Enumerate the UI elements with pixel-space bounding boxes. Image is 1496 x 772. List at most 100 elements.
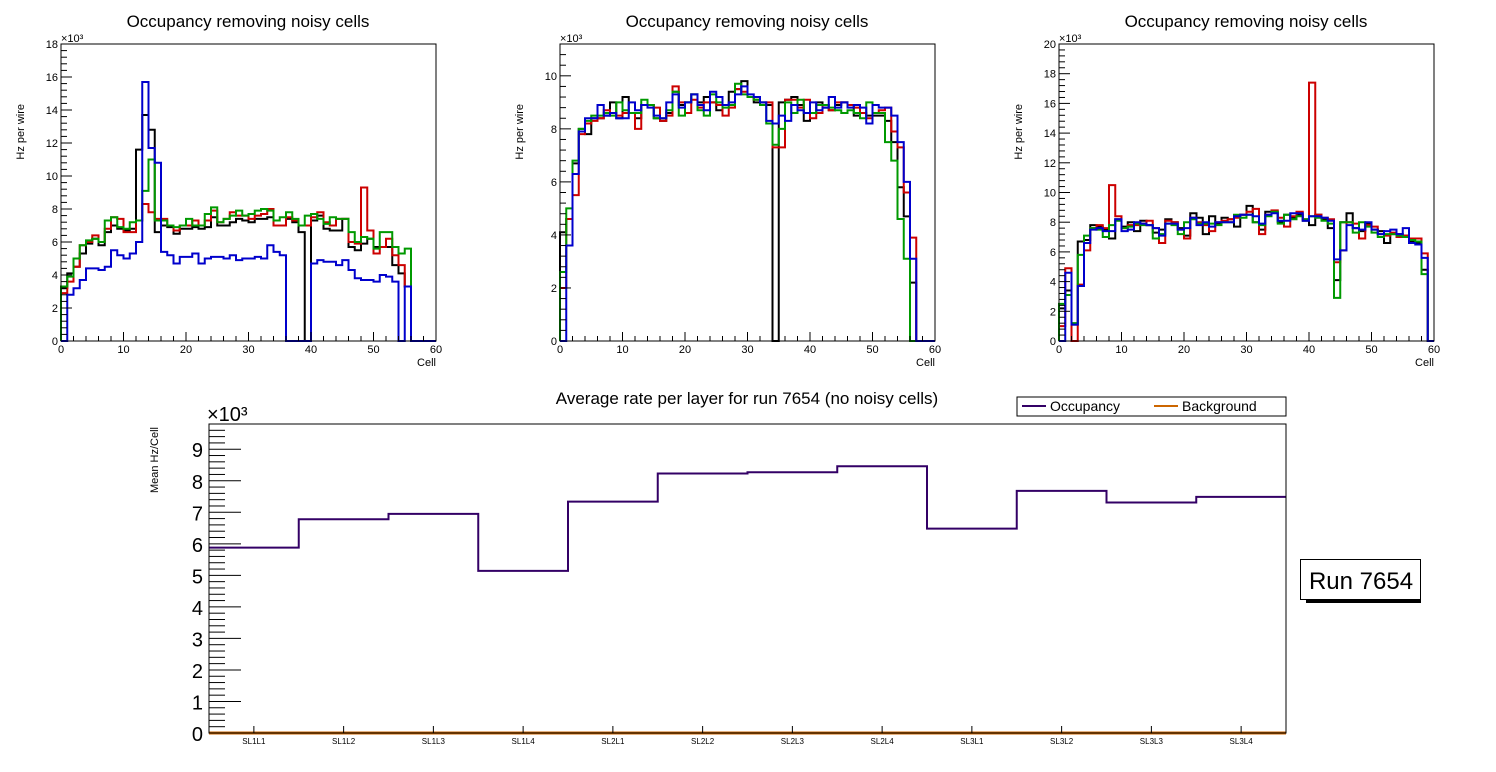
- y-tick-label: 10: [545, 71, 557, 83]
- y-tick-label: 14: [46, 105, 58, 117]
- series-black: [559, 80, 935, 342]
- y-tick-label: 6: [1050, 247, 1056, 259]
- layer-rate-panel: Average rate per layer for run 7654 (no …: [149, 389, 1287, 746]
- legend: Occupancy Background: [1016, 396, 1287, 417]
- x-tick-label: SL1L4: [512, 737, 536, 746]
- x-tick-label: 60: [929, 344, 941, 356]
- x-tick-label: 10: [117, 344, 129, 356]
- x-tick-label: 0: [557, 344, 563, 356]
- series-green: [559, 82, 935, 342]
- x-tick-label: SL1L2: [332, 737, 356, 746]
- y-tick-label: 8: [1050, 217, 1056, 229]
- x-tick-label: 40: [1303, 344, 1315, 356]
- legend-box: [1016, 396, 1287, 417]
- y-tick-label: 6: [192, 535, 203, 557]
- y-tick-label: 5: [192, 566, 203, 588]
- y-tick-label: 12: [1044, 158, 1056, 170]
- x-tick-label: 30: [741, 344, 753, 356]
- series-blue: [1059, 212, 1434, 342]
- x-tick-label: SL3L4: [1230, 737, 1254, 746]
- x-tick-label: SL2L3: [781, 737, 805, 746]
- legend-label-background: Background: [1182, 398, 1257, 414]
- y-tick-label: 0: [551, 336, 557, 348]
- y-tick-label: 20: [1044, 39, 1056, 51]
- y-tick-label: 0: [52, 336, 58, 348]
- x-tick-label: SL3L2: [1050, 737, 1074, 746]
- histogram-panel-2: Occupancy removing noisy cells Hz per wir…: [514, 12, 941, 369]
- y-tick-label: 9: [192, 440, 203, 462]
- y-axis-label: Hz per wire: [15, 104, 27, 160]
- chart-title: Occupancy removing noisy cells: [1125, 12, 1368, 31]
- x-tick-label: 0: [1056, 344, 1062, 356]
- series-red: [559, 85, 935, 342]
- chart-title: Average rate per layer for run 7654 (no …: [556, 389, 938, 408]
- y-tick-label: 4: [52, 270, 58, 282]
- series-green: [60, 158, 436, 342]
- run-label-shadow: [1306, 599, 1421, 603]
- y-tick-label: 6: [52, 237, 58, 249]
- x-tick-label: 30: [242, 344, 254, 356]
- x-tick-label: SL2L1: [601, 737, 625, 746]
- y-tick-label: 18: [1044, 69, 1056, 81]
- run-label-box: Run 7654: [1300, 559, 1421, 603]
- y-tick-label: 6: [551, 177, 557, 189]
- x-tick-label: 10: [616, 344, 628, 356]
- x-tick-label: SL1L1: [242, 737, 266, 746]
- y-exponent-label: ×10³: [1059, 33, 1082, 45]
- x-tick-label: 0: [58, 344, 64, 356]
- y-tick-label: 8: [52, 204, 58, 216]
- x-tick-label: 40: [305, 344, 317, 356]
- y-tick-label: 3: [192, 629, 203, 651]
- y-tick-label: 2: [1050, 306, 1056, 318]
- y-tick-label: 14: [1044, 128, 1056, 140]
- series-blue: [61, 80, 436, 342]
- y-tick-label: 2: [192, 661, 203, 683]
- x-tick-label: SL2L2: [691, 737, 715, 746]
- run-label-frame: [1300, 559, 1421, 600]
- chart-title: Occupancy removing noisy cells: [626, 12, 869, 31]
- y-tick-label: 1: [192, 692, 203, 714]
- y-tick-label: 16: [46, 72, 58, 84]
- x-tick-label: 60: [1428, 344, 1440, 356]
- x-tick-label: SL3L1: [960, 737, 984, 746]
- chart-title: Occupancy removing noisy cells: [127, 12, 370, 31]
- x-tick-label: SL1L3: [422, 737, 446, 746]
- y-tick-label: 18: [46, 39, 58, 51]
- y-exponent-label: ×10³: [560, 33, 583, 45]
- run-label: Run 7654: [1309, 568, 1413, 595]
- x-tick-label: 40: [804, 344, 816, 356]
- y-tick-label: 0: [1050, 336, 1056, 348]
- y-tick-label: 4: [1050, 277, 1056, 289]
- x-axis-label: Cell: [1415, 357, 1434, 369]
- x-tick-label: 20: [679, 344, 691, 356]
- y-tick-label: 4: [192, 598, 203, 620]
- x-tick-label: 10: [1115, 344, 1127, 356]
- histogram-panel-1: Occupancy removing noisy cells Hz per wir…: [15, 12, 442, 369]
- series-blue: [560, 85, 935, 342]
- series-red: [1058, 81, 1434, 342]
- y-axis-label: Hz per wire: [514, 104, 526, 160]
- series-red: [60, 186, 436, 342]
- y-exponent-label: ×10³: [61, 33, 84, 45]
- x-tick-label: 20: [180, 344, 192, 356]
- y-tick-label: 0: [192, 724, 203, 746]
- y-tick-label: 8: [192, 472, 203, 494]
- histogram-panel-3: Occupancy removing noisy cells Hz per wir…: [1013, 12, 1440, 369]
- y-tick-label: 2: [551, 283, 557, 295]
- x-tick-label: SL3L3: [1140, 737, 1164, 746]
- plot-frame: [60, 43, 437, 342]
- y-tick-label: 8: [551, 124, 557, 136]
- x-tick-label: 20: [1178, 344, 1190, 356]
- y-tick-label: 2: [52, 303, 58, 315]
- y-exponent-label: ×10³: [207, 404, 248, 426]
- x-tick-label: 50: [866, 344, 878, 356]
- y-tick-label: 10: [1044, 188, 1056, 200]
- x-tick-label: 60: [430, 344, 442, 356]
- x-tick-label: 50: [1365, 344, 1377, 356]
- y-tick-label: 10: [46, 171, 58, 183]
- plot-frame: [208, 423, 1287, 734]
- legend-label-occupancy: Occupancy: [1050, 398, 1120, 414]
- series-occupancy: [209, 465, 1286, 572]
- x-axis-label: Cell: [417, 357, 436, 369]
